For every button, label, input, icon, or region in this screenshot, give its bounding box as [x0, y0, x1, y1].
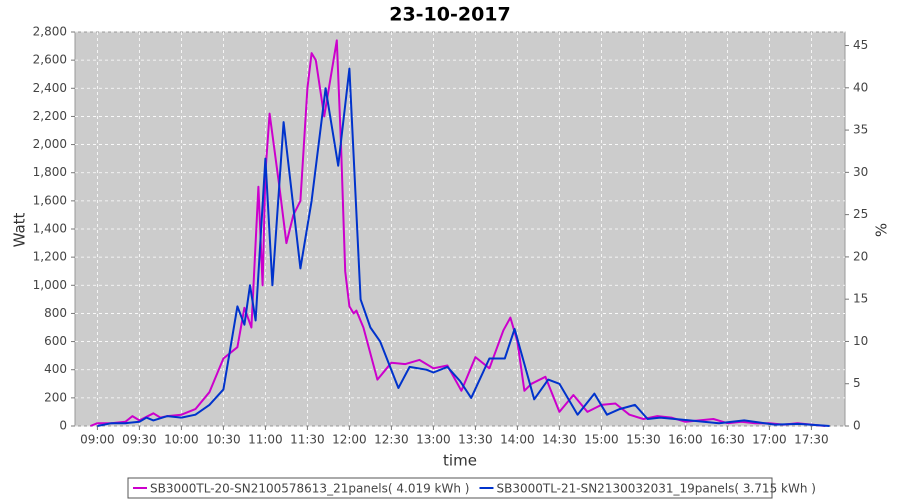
y-tick-label: 600 — [44, 334, 67, 348]
legend — [127, 477, 773, 499]
x-tick-label: 13:30 — [458, 433, 493, 447]
y-tick-label: 200 — [44, 390, 67, 404]
y2-axis-label: % — [873, 223, 891, 237]
x-tick-label: 12:30 — [374, 433, 409, 447]
x-axis-label: time — [443, 452, 477, 470]
x-tick-label: 09:30 — [122, 433, 157, 447]
legend-label: SB3000TL-20-SN2100578613_21panels( 4.019… — [150, 482, 469, 496]
x-tick-label: 14:00 — [500, 433, 535, 447]
y2-tick-label: 0 — [853, 419, 861, 433]
y-tick-label: 1,800 — [33, 165, 67, 179]
y2-tick-label: 10 — [853, 334, 868, 348]
x-tick-label: 15:00 — [584, 433, 619, 447]
x-tick-label: 10:00 — [164, 433, 199, 447]
y2-tick-label: 20 — [853, 249, 868, 263]
x-tick-label: 12:00 — [332, 433, 367, 447]
y-tick-label: 800 — [44, 306, 67, 320]
y-tick-label: 1,600 — [33, 193, 67, 207]
y-tick-label: 2,000 — [33, 137, 67, 151]
x-tick-label: 13:00 — [416, 433, 451, 447]
chart-title: 23-10-2017 — [389, 4, 511, 26]
x-tick-label: 10:30 — [206, 433, 241, 447]
series-line — [97, 67, 830, 427]
y-axis-label: Watt — [11, 212, 29, 247]
y2-tick-label: 15 — [853, 292, 868, 306]
y-tick-label: 2,800 — [33, 25, 67, 39]
x-tick-label: 16:00 — [668, 433, 703, 447]
y-tick-label: 400 — [44, 362, 67, 376]
y-tick-label: 2,400 — [33, 81, 67, 95]
y2-tick-label: 45 — [853, 38, 868, 52]
y-tick-label: 0 — [59, 419, 67, 433]
x-tick-label: 11:00 — [248, 433, 283, 447]
series-line — [90, 39, 826, 427]
y-tick-label: 2,200 — [33, 109, 67, 123]
x-tick-label: 09:00 — [80, 433, 115, 447]
y2-tick-label: 35 — [853, 123, 868, 137]
y2-tick-label: 25 — [853, 207, 868, 221]
y2-tick-label: 30 — [853, 165, 868, 179]
x-tick-label: 16:30 — [710, 433, 745, 447]
x-tick-label: 17:00 — [752, 433, 787, 447]
x-tick-label: 15:30 — [626, 433, 661, 447]
y-tick-label: 2,600 — [33, 53, 67, 67]
y2-tick-label: 40 — [853, 80, 868, 94]
x-tick-label: 17:30 — [794, 433, 829, 447]
legend-label: SB3000TL-21-SN2130032031_19panels( 3.715… — [496, 482, 815, 496]
x-tick-label: 14:30 — [542, 433, 577, 447]
y-tick-label: 1,000 — [33, 278, 67, 292]
x-tick-label: 11:30 — [290, 433, 325, 447]
y2-tick-label: 5 — [853, 376, 861, 390]
y-tick-label: 1,400 — [33, 222, 67, 236]
y-tick-label: 1,200 — [33, 250, 67, 264]
